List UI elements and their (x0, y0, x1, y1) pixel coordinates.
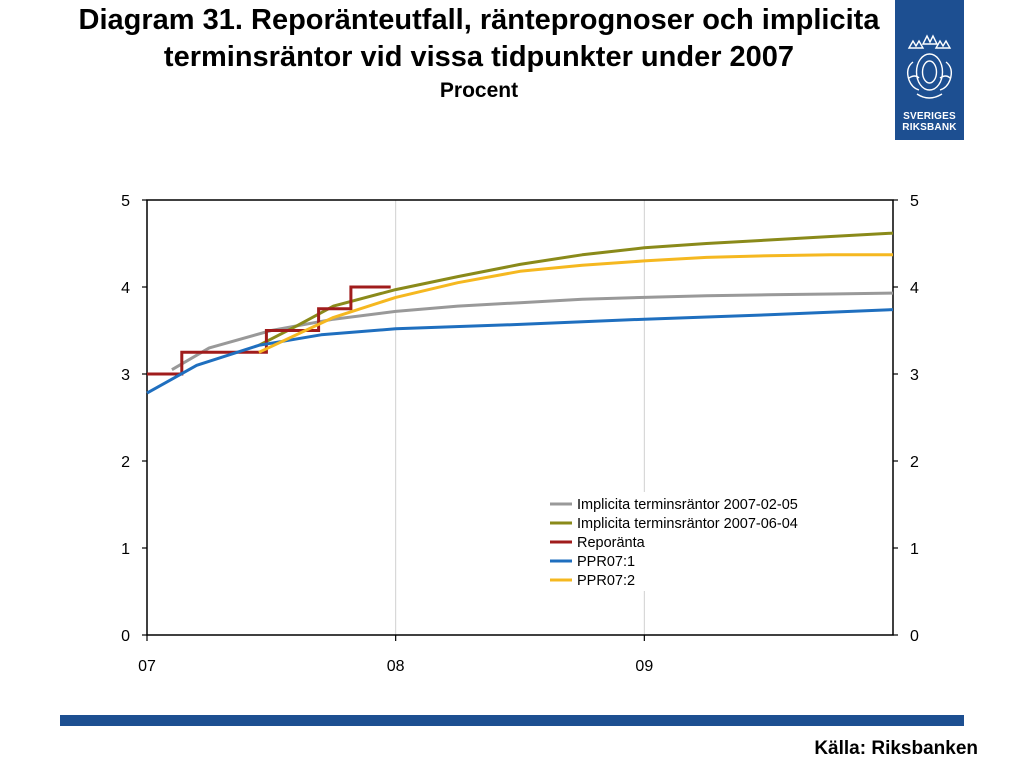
series-line-3 (147, 285, 391, 376)
y-tick-label-right: 5 (910, 193, 919, 210)
y-tick-label-right: 1 (910, 541, 919, 558)
y-tick-label-right: 3 (910, 367, 919, 384)
series-line-2 (258, 231, 894, 347)
legend-label: PPR07:1 (577, 554, 635, 570)
chart-subtitle: Procent (439, 79, 519, 102)
legend-label: Reporänta (577, 535, 646, 551)
legend-label: Implicita terminsräntor 2007-06-04 (577, 516, 798, 532)
y-tick-label-right: 4 (910, 280, 919, 297)
y-tick-label-left: 4 (121, 280, 130, 297)
title-block: Diagram 31. Reporänteutfall, ränteprogno… (60, 2, 898, 104)
chart-title: Diagram 31. Reporänteutfall, ränteprogno… (78, 4, 880, 73)
y-tick-label-left: 3 (121, 367, 130, 384)
plot-frame (146, 199, 894, 636)
riksbank-logo: SVERIGES RIKSBANK (895, 0, 964, 140)
logo-line-2: RIKSBANK (902, 122, 957, 133)
source-note: Källa: Riksbanken (814, 738, 978, 759)
logo-line-1: SVERIGES (903, 111, 956, 122)
x-tick-label: 08 (387, 658, 405, 675)
y-tick-label-left: 2 (121, 454, 130, 471)
legend-label: PPR07:2 (577, 573, 635, 589)
legend-label: Implicita terminsräntor 2007-02-05 (577, 497, 798, 513)
y-tick-label-left: 1 (121, 541, 130, 558)
y-tick-label-left: 0 (121, 628, 130, 645)
chart-area: 0 0 1 1 2 2 3 3 4 4 5 5 07 08 09 Implicita terminsränto… (121, 193, 919, 675)
x-tick-label: 07 (138, 658, 156, 675)
x-tick-label: 09 (635, 658, 653, 675)
y-tick-label-left: 5 (121, 193, 130, 210)
legend-box (544, 492, 866, 591)
footer-bar (60, 715, 964, 726)
crown-emblem-icon (906, 34, 953, 99)
line-chart: 0 0 1 1 2 2 3 3 4 4 5 5 07 08 09 Implicita terminsränto… (121, 193, 919, 675)
series-line-4 (146, 308, 894, 395)
series-line-5 (258, 253, 893, 354)
y-tick-label-right: 0 (910, 628, 919, 645)
y-tick-label-right: 2 (910, 454, 919, 471)
